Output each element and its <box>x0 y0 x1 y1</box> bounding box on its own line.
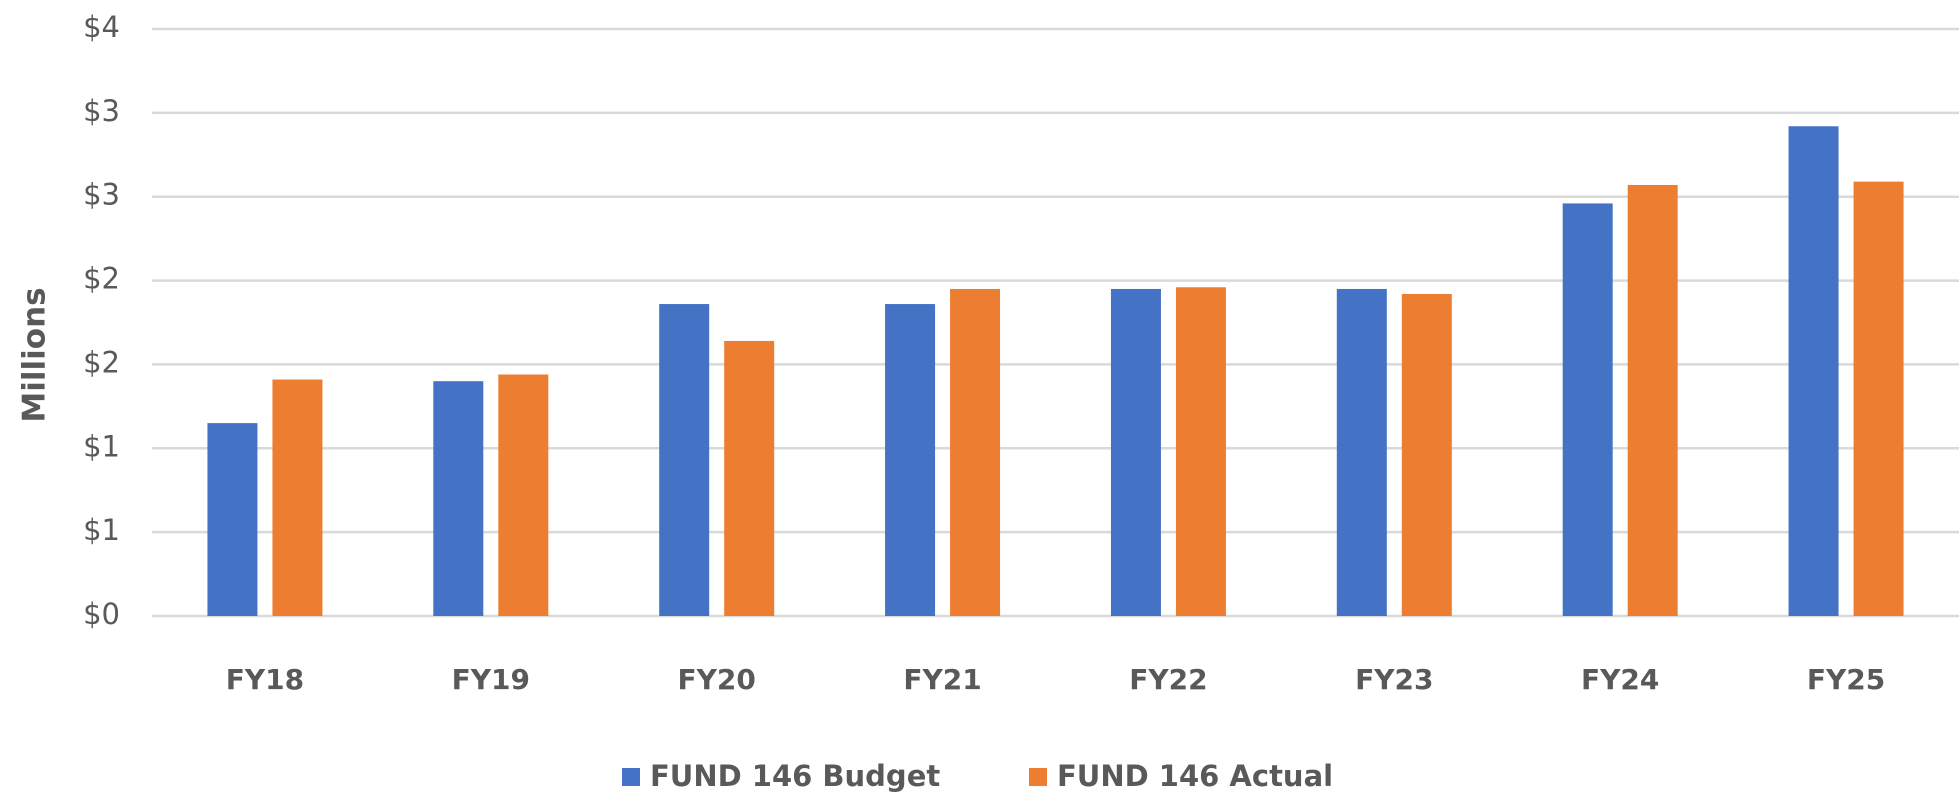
bar <box>885 304 936 616</box>
legend-label: FUND 146 Budget <box>650 759 940 793</box>
y-tick-label: $1 <box>83 429 120 463</box>
y-axis-label: Millions <box>17 287 53 422</box>
bar <box>1336 288 1387 616</box>
x-tick-label: FY24 <box>1581 663 1659 696</box>
bar <box>1853 181 1904 616</box>
bar <box>1627 184 1678 616</box>
y-tick-label: $2 <box>83 262 120 296</box>
x-tick-label: FY21 <box>903 663 981 696</box>
y-tick-label: $1 <box>83 513 120 547</box>
bar <box>659 304 710 616</box>
bar <box>1175 287 1226 616</box>
bar <box>1562 203 1613 616</box>
y-tick-label: $3 <box>83 94 120 128</box>
bar <box>498 374 549 616</box>
x-tick-label: FY23 <box>1355 663 1433 696</box>
y-tick-label: $2 <box>83 345 120 379</box>
bar <box>950 288 1001 616</box>
y-tick-label: $0 <box>83 597 120 631</box>
bar <box>1788 126 1839 616</box>
x-tick-label: FY25 <box>1807 663 1885 696</box>
bar <box>207 423 258 616</box>
x-tick-label: FY19 <box>452 663 530 696</box>
bar <box>1110 288 1161 616</box>
bar <box>724 340 775 616</box>
y-tick-label: $3 <box>83 178 120 212</box>
x-tick-label: FY20 <box>678 663 756 696</box>
x-tick-label: FY22 <box>1129 663 1207 696</box>
legend-swatch <box>1029 768 1047 786</box>
legend-label: FUND 146 Actual <box>1057 759 1333 793</box>
y-tick-label: $4 <box>83 10 120 44</box>
bar <box>433 381 484 616</box>
bar <box>272 379 323 616</box>
bar <box>1401 293 1452 616</box>
x-tick-label: FY18 <box>226 663 304 696</box>
legend-swatch <box>622 768 640 786</box>
